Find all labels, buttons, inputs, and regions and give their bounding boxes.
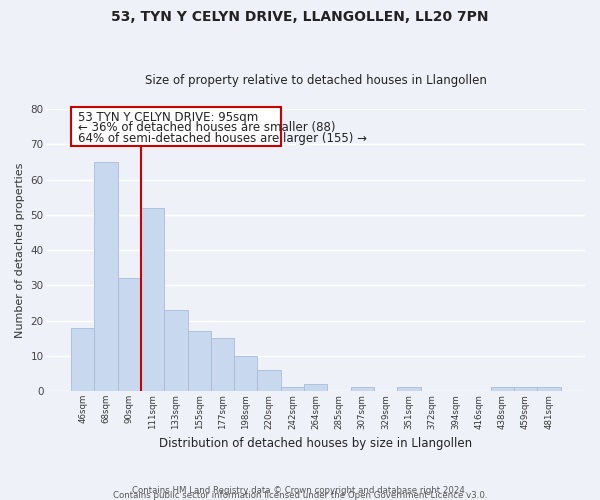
Text: Contains HM Land Registry data © Crown copyright and database right 2024.: Contains HM Land Registry data © Crown c… [132, 486, 468, 495]
Bar [71, 107, 281, 146]
Title: Size of property relative to detached houses in Llangollen: Size of property relative to detached ho… [145, 74, 487, 87]
Bar [537, 388, 560, 391]
Text: 64% of semi-detached houses are larger (155) →: 64% of semi-detached houses are larger (… [78, 132, 367, 145]
Bar [94, 162, 118, 391]
Bar [141, 208, 164, 391]
Bar [234, 356, 257, 391]
X-axis label: Distribution of detached houses by size in Llangollen: Distribution of detached houses by size … [159, 437, 472, 450]
Text: ← 36% of detached houses are smaller (88): ← 36% of detached houses are smaller (88… [78, 122, 335, 134]
Bar [71, 328, 94, 391]
Bar [304, 384, 328, 391]
Bar [281, 388, 304, 391]
Text: 53, TYN Y CELYN DRIVE, LLANGOLLEN, LL20 7PN: 53, TYN Y CELYN DRIVE, LLANGOLLEN, LL20 … [111, 10, 489, 24]
Bar [397, 388, 421, 391]
Bar [491, 388, 514, 391]
Bar [211, 338, 234, 391]
Bar [257, 370, 281, 391]
Y-axis label: Number of detached properties: Number of detached properties [15, 162, 25, 338]
Bar [118, 278, 141, 391]
Text: 53 TYN Y CELYN DRIVE: 95sqm: 53 TYN Y CELYN DRIVE: 95sqm [78, 111, 258, 124]
Text: Contains public sector information licensed under the Open Government Licence v3: Contains public sector information licen… [113, 490, 487, 500]
Bar [188, 331, 211, 391]
Bar [350, 388, 374, 391]
Bar [514, 388, 537, 391]
Bar [164, 310, 188, 391]
